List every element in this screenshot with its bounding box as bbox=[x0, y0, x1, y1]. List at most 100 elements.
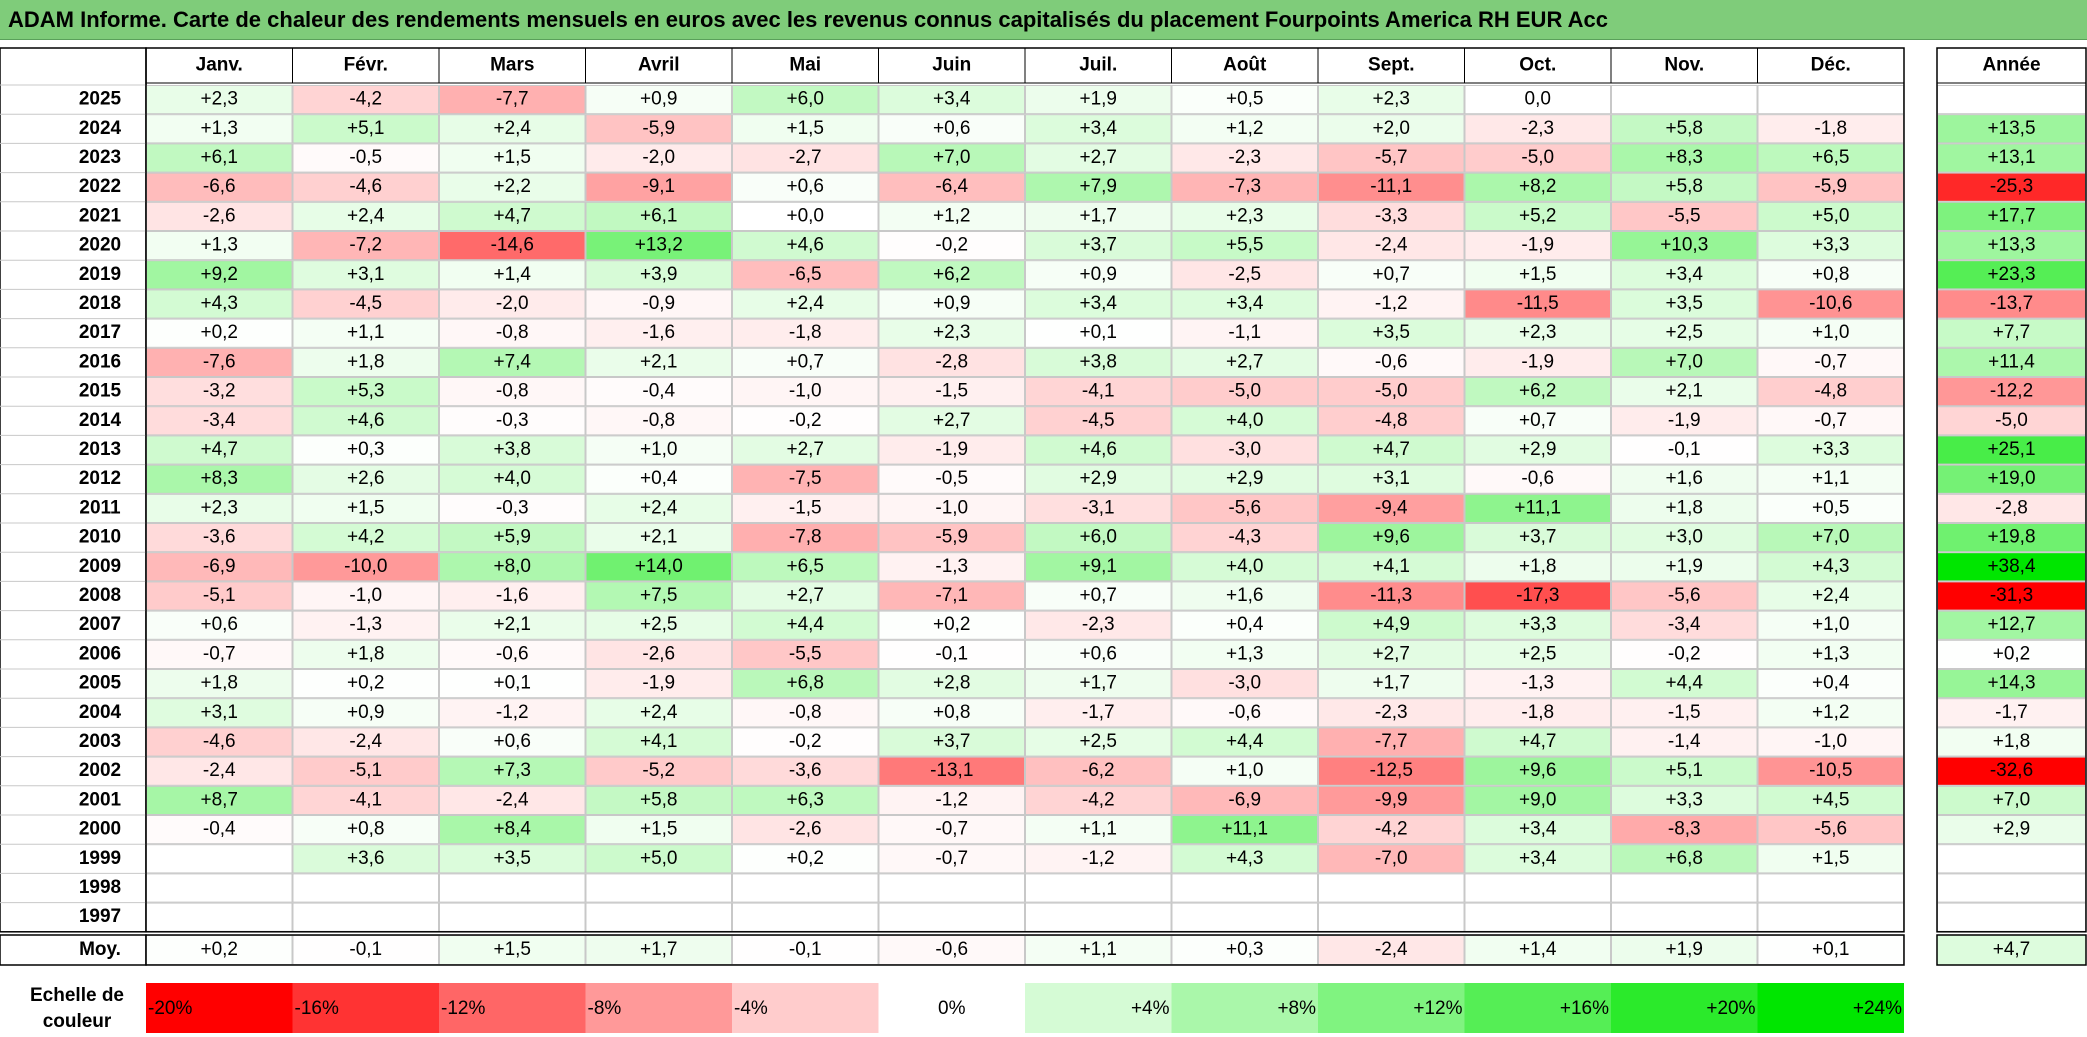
scale-swatch bbox=[878, 983, 1025, 1033]
cell-value: -7,8 bbox=[789, 527, 822, 548]
heatmap-cell bbox=[1025, 902, 1172, 932]
cell-value: +8,2 bbox=[1519, 176, 1557, 197]
heatmap-cell bbox=[1464, 815, 1611, 845]
average-cell bbox=[732, 935, 879, 965]
heatmap-cell bbox=[1318, 873, 1465, 903]
heatmap-cell bbox=[878, 581, 1025, 611]
heatmap-cell bbox=[585, 172, 732, 202]
cell-value: +3,4 bbox=[933, 89, 971, 110]
heatmap-cell bbox=[1464, 727, 1611, 757]
year-label: 2014 bbox=[79, 410, 122, 431]
heatmap-cell bbox=[1025, 669, 1172, 699]
heatmap-cell bbox=[1757, 873, 1904, 903]
cell-value: -6,9 bbox=[203, 556, 236, 577]
year-label: 2000 bbox=[79, 819, 121, 840]
heatmap-cell bbox=[1464, 114, 1611, 144]
annual-cell bbox=[1937, 347, 2086, 377]
average-cell bbox=[1757, 935, 1904, 965]
year-label: 2021 bbox=[79, 205, 122, 226]
cell-value: +1,3 bbox=[200, 118, 238, 139]
cell-value: -1,9 bbox=[1668, 410, 1701, 431]
heatmap-cell bbox=[585, 377, 732, 407]
heatmap-cell bbox=[439, 581, 586, 611]
scale-step-label: -20% bbox=[148, 998, 192, 1019]
heatmap-cell bbox=[1318, 902, 1465, 932]
annual-value: +17,7 bbox=[1987, 205, 2035, 226]
heatmap-cell bbox=[439, 639, 586, 669]
heatmap-cell bbox=[439, 435, 586, 465]
heatmap-cell bbox=[292, 669, 439, 699]
heatmap-cell bbox=[1611, 785, 1758, 815]
heatmap-cell bbox=[1611, 610, 1758, 640]
cell-value: +7,5 bbox=[640, 585, 678, 606]
scale-swatch bbox=[146, 983, 293, 1033]
cell-value: -0,9 bbox=[642, 293, 675, 314]
cell-value: +0,4 bbox=[1812, 673, 1850, 694]
cell-value: -0,5 bbox=[349, 147, 382, 168]
heatmap-cell bbox=[878, 435, 1025, 465]
heatmap-cell bbox=[1464, 347, 1611, 377]
heatmap-cell bbox=[878, 785, 1025, 815]
cell-value: +3,5 bbox=[1665, 293, 1703, 314]
average-cell bbox=[1464, 935, 1611, 965]
heatmap-cell bbox=[439, 610, 586, 640]
cell-value: +0,7 bbox=[1372, 264, 1410, 285]
average-cell bbox=[146, 935, 293, 965]
heatmap-cell bbox=[439, 289, 586, 319]
cell-value: +8,0 bbox=[493, 556, 531, 577]
heatmap-cell bbox=[439, 756, 586, 786]
cell-value: +6,2 bbox=[1519, 381, 1557, 402]
cell-value: -5,7 bbox=[1375, 147, 1408, 168]
heatmap-cell bbox=[439, 377, 586, 407]
cell-value: +11,1 bbox=[1221, 819, 1268, 840]
heatmap-cell bbox=[1171, 201, 1318, 232]
annual-cell bbox=[1937, 844, 2086, 874]
heatmap-cell bbox=[1318, 464, 1465, 494]
cell-value: -2,6 bbox=[642, 643, 675, 664]
annual-cell bbox=[1937, 873, 2086, 903]
cell-value: +3,7 bbox=[933, 731, 971, 752]
heatmap-cell bbox=[878, 260, 1025, 290]
cell-value: +2,9 bbox=[1226, 468, 1264, 489]
heatmap-cell bbox=[1611, 231, 1758, 261]
heatmap-cell bbox=[1757, 610, 1904, 640]
heatmap-cell bbox=[1025, 552, 1172, 582]
year-label: 2007 bbox=[79, 614, 121, 635]
heatmap-cell bbox=[878, 727, 1025, 757]
scale-swatch bbox=[1318, 983, 1465, 1033]
heatmap-cell bbox=[1025, 873, 1172, 903]
column-header: Janv. bbox=[196, 55, 243, 76]
heatmap-cell bbox=[1464, 231, 1611, 261]
cell-value: +2,3 bbox=[1226, 205, 1264, 226]
annual-value: +2,9 bbox=[1993, 819, 2031, 840]
cell-value: -1,8 bbox=[789, 322, 822, 343]
cell-value: -0,7 bbox=[203, 643, 236, 664]
scale-step-label: -4% bbox=[734, 998, 768, 1019]
cell-value: -3,2 bbox=[203, 381, 236, 402]
heatmap-cell bbox=[146, 406, 293, 436]
cell-value: -2,4 bbox=[203, 760, 236, 781]
cell-value: +0,1 bbox=[493, 673, 531, 694]
annual-cell bbox=[1937, 260, 2086, 290]
annual-frame bbox=[1936, 47, 2087, 933]
annual-cell bbox=[1937, 493, 2086, 523]
heatmap-cell bbox=[439, 844, 586, 874]
heatmap-cell bbox=[1171, 639, 1318, 669]
cell-value: -1,9 bbox=[935, 439, 968, 460]
heatmap-cell bbox=[292, 318, 439, 348]
heatmap-cell bbox=[146, 873, 293, 903]
heatmap-cell bbox=[1757, 523, 1904, 553]
year-label: 2019 bbox=[79, 264, 121, 285]
heatmap-cell bbox=[878, 143, 1025, 173]
cell-value: +3,0 bbox=[1665, 527, 1703, 548]
annual-value: +11,4 bbox=[1988, 351, 2035, 372]
cell-value: +0,2 bbox=[347, 673, 385, 694]
column-header: Juin bbox=[932, 55, 971, 76]
cell-value: +9,2 bbox=[200, 264, 238, 285]
cell-value: -2,3 bbox=[1082, 614, 1115, 635]
cell-value: -2,0 bbox=[642, 147, 675, 168]
cell-value: -1,5 bbox=[935, 381, 968, 402]
cell-value: +2,1 bbox=[640, 527, 678, 548]
heatmap-cell bbox=[1318, 523, 1465, 553]
cell-value: +0,7 bbox=[786, 351, 824, 372]
